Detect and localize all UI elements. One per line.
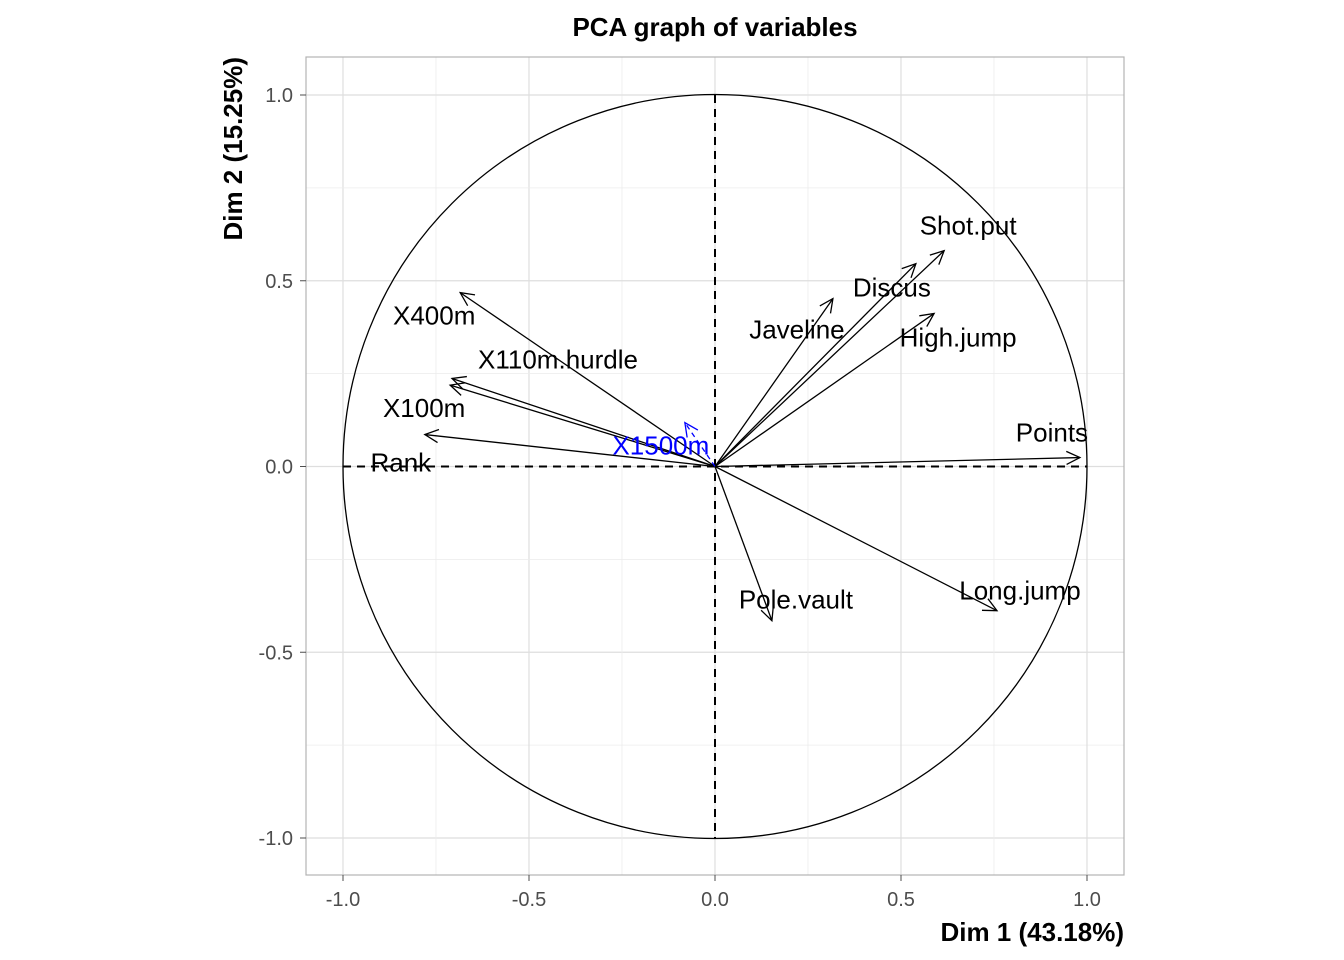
arrow-line <box>451 377 716 468</box>
x-tick-label: 0.5 <box>887 889 915 911</box>
arrow-head <box>450 375 467 390</box>
arrow-head <box>684 421 699 438</box>
arrow-line <box>459 292 716 468</box>
y-tick-label: 0.0 <box>265 457 293 479</box>
arrow-discus: Discus <box>714 262 931 467</box>
arrow-line <box>714 465 998 612</box>
arrow-x1500m: X1500m <box>612 421 716 467</box>
arrow-line <box>714 312 935 468</box>
variable-label: X400m <box>393 301 475 331</box>
chart-title: PCA graph of variables <box>572 12 857 42</box>
arrow-pole-vault: Pole.vault <box>714 466 854 623</box>
ticks: -1.0 -0.5 0.0 0.5 1.0 -1.0 -0.5 0.0 0.5 1.0 <box>259 85 1101 911</box>
variable-arrows: Points Shot.put Discus Javeline High.jump X40… <box>370 211 1088 623</box>
x-tick-label: -0.5 <box>512 889 546 911</box>
arrow-head <box>760 605 775 623</box>
y-tick-label: 1.0 <box>265 85 293 107</box>
arrow-head <box>981 598 999 612</box>
x-tick-label: 0.0 <box>701 889 729 911</box>
variable-label: X100m <box>383 393 465 423</box>
arrow-line <box>714 298 834 467</box>
y-axis-label: Dim 2 (15.25%) <box>218 57 248 241</box>
x-axis-label: Dim 1 (43.18%) <box>940 917 1124 947</box>
variable-label: Discus <box>853 273 931 303</box>
variable-label: Javeline <box>749 315 844 345</box>
arrow-head <box>819 297 834 314</box>
arrow-line <box>714 263 917 467</box>
y-tick-label: 0.5 <box>265 271 293 293</box>
x-tick-label: -1.0 <box>326 889 360 911</box>
variable-label: Long.jump <box>959 576 1080 606</box>
arrow-head <box>919 312 936 327</box>
y-tick-label: -1.0 <box>259 828 293 850</box>
variable-label: High.jump <box>900 322 1017 352</box>
arrow-head <box>929 249 946 265</box>
arrow-line <box>424 433 716 468</box>
arrow-head <box>423 428 440 444</box>
variable-label: Rank <box>370 448 432 478</box>
arrow-head <box>448 382 466 396</box>
variable-label: X110m.hurdle <box>478 344 638 374</box>
arrow-x100m: X100m <box>383 382 716 468</box>
arrow-x110m-hurdle: X110m.hurdle <box>450 344 716 468</box>
variable-label: Shot.put <box>920 211 1018 241</box>
arrow-line <box>714 466 773 621</box>
arrow-rank: Rank <box>370 428 716 478</box>
arrow-high-jump: High.jump <box>714 312 1017 468</box>
arrow-shot-put: Shot.put <box>714 211 1018 467</box>
arrow-head <box>901 262 917 279</box>
arrow-javeline: Javeline <box>714 297 845 467</box>
variable-label: Pole.vault <box>739 585 854 615</box>
arrow-points: Points <box>714 418 1088 468</box>
arrow-line <box>449 384 716 468</box>
x-tick-label: 1.0 <box>1073 889 1101 911</box>
arrow-line <box>714 250 945 467</box>
variable-label: Points <box>1016 418 1088 448</box>
variable-label: X1500m <box>612 431 709 461</box>
arrow-head <box>458 291 476 306</box>
arrow-x400m: X400m <box>393 291 716 468</box>
arrow-line <box>714 456 1080 468</box>
arrow-head <box>1066 450 1082 466</box>
arrow-long-jump: Long.jump <box>714 465 1081 612</box>
y-tick-label: -0.5 <box>259 642 293 664</box>
